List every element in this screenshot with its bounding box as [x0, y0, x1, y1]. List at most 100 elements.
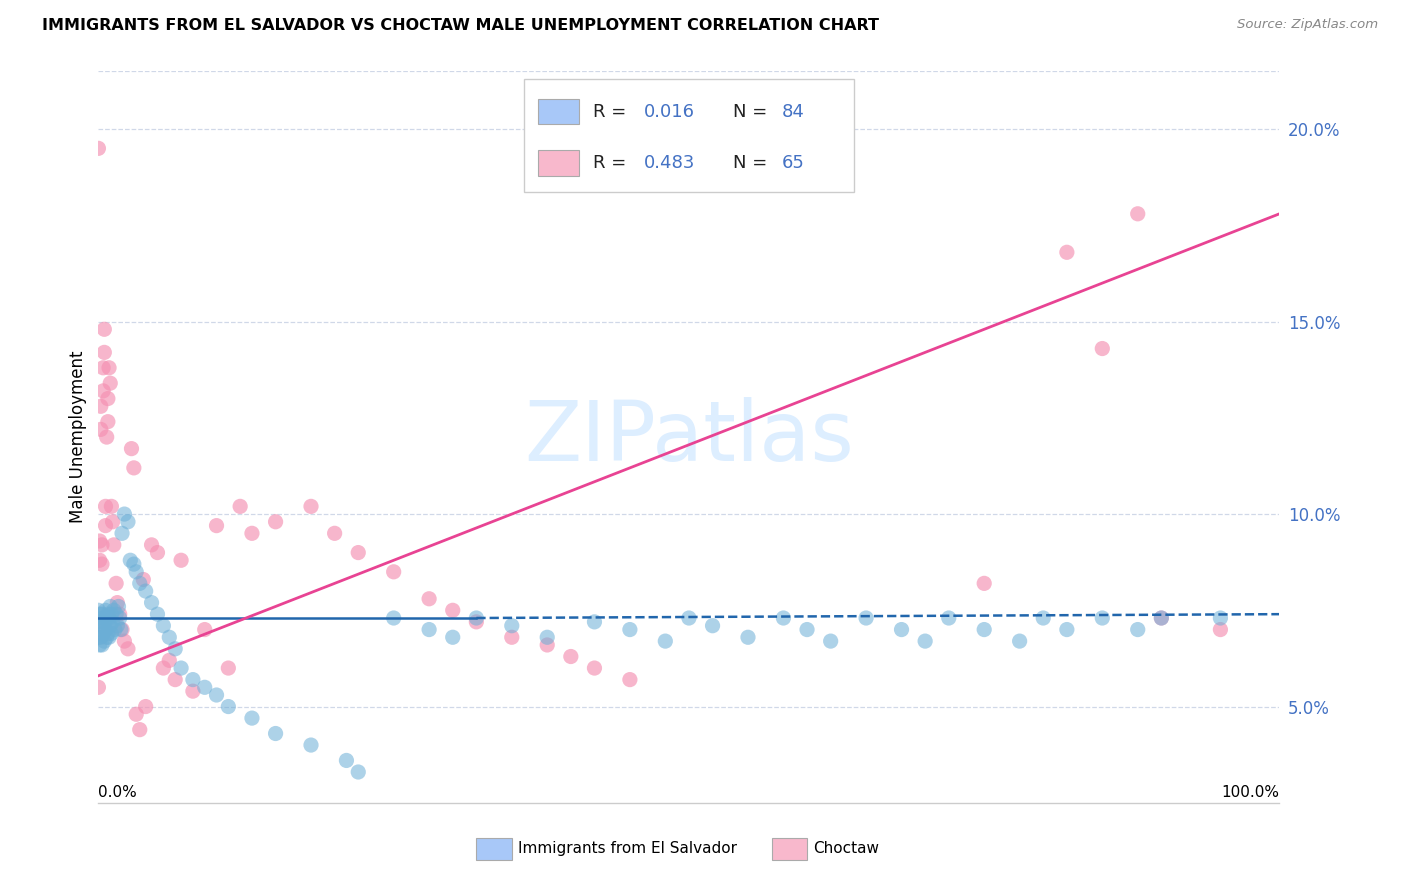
Point	[1056, 623, 1078, 637]
Point	[108, 611, 131, 625]
Point	[103, 538, 125, 552]
Text: 0.483: 0.483	[644, 153, 696, 172]
Point	[100, 607, 122, 622]
Point	[141, 596, 163, 610]
Point	[101, 515, 124, 529]
Point	[181, 684, 204, 698]
Point	[441, 603, 464, 617]
Point	[855, 611, 877, 625]
Point	[135, 584, 157, 599]
Point	[112, 507, 135, 521]
Point	[240, 711, 263, 725]
Point	[152, 661, 174, 675]
Point	[890, 623, 912, 637]
Point	[90, 422, 112, 436]
Point	[323, 526, 346, 541]
Point	[157, 630, 180, 644]
Point	[112, 634, 135, 648]
Point	[1032, 611, 1054, 625]
Point	[120, 553, 142, 567]
Text: 65: 65	[782, 153, 806, 172]
Point	[1150, 611, 1173, 625]
Point	[125, 707, 148, 722]
Point	[205, 518, 228, 533]
Point	[98, 630, 121, 644]
Point	[560, 649, 582, 664]
Point	[240, 526, 263, 541]
Point	[1056, 245, 1078, 260]
Point	[973, 576, 995, 591]
Point	[702, 618, 724, 632]
Point	[94, 623, 117, 637]
Point	[335, 754, 357, 768]
Point	[146, 607, 169, 622]
Point	[111, 623, 134, 637]
Point	[441, 630, 464, 644]
Point	[87, 603, 110, 617]
Point	[104, 623, 127, 637]
Point	[122, 461, 145, 475]
Point	[382, 565, 405, 579]
Point	[101, 615, 124, 629]
Point	[96, 430, 118, 444]
Point	[91, 538, 114, 552]
Point	[619, 673, 641, 687]
Point	[91, 360, 114, 375]
Point	[1126, 207, 1149, 221]
Point	[299, 738, 322, 752]
Point	[94, 603, 117, 617]
Point	[141, 538, 163, 552]
Point	[583, 615, 606, 629]
Point	[90, 399, 112, 413]
Point	[93, 634, 115, 648]
Text: 0.0%: 0.0%	[98, 785, 138, 799]
Point	[536, 630, 558, 644]
Point	[1209, 611, 1232, 625]
Point	[96, 630, 118, 644]
Point	[165, 641, 187, 656]
Point	[465, 611, 488, 625]
Point	[98, 611, 121, 625]
Point	[194, 623, 217, 637]
Point	[152, 618, 174, 632]
Point	[619, 623, 641, 637]
Point	[772, 611, 794, 625]
Point	[205, 688, 228, 702]
Point	[418, 623, 440, 637]
Point	[170, 661, 193, 675]
Point	[501, 630, 523, 644]
Point	[93, 345, 115, 359]
Point	[97, 415, 120, 429]
Point	[347, 764, 370, 779]
Point	[93, 322, 115, 336]
Point	[135, 699, 157, 714]
Point	[820, 634, 842, 648]
Point	[100, 500, 122, 514]
Point	[1091, 611, 1114, 625]
Text: R =: R =	[593, 103, 633, 120]
Point	[125, 565, 148, 579]
Point	[87, 681, 110, 695]
FancyBboxPatch shape	[537, 99, 579, 124]
Text: 0.016: 0.016	[644, 103, 695, 120]
Point	[91, 557, 114, 571]
FancyBboxPatch shape	[537, 150, 579, 176]
Point	[1209, 623, 1232, 637]
Point	[90, 630, 112, 644]
FancyBboxPatch shape	[523, 78, 855, 192]
Point	[146, 545, 169, 559]
Point	[914, 634, 936, 648]
Point	[105, 596, 128, 610]
Point	[654, 634, 676, 648]
Point	[194, 681, 217, 695]
Point	[465, 615, 488, 629]
Point	[1150, 611, 1173, 625]
Point	[1126, 623, 1149, 637]
Point	[89, 534, 111, 549]
Point	[347, 545, 370, 559]
Point	[87, 630, 110, 644]
Point	[98, 376, 121, 391]
Point	[107, 599, 129, 614]
Point	[382, 611, 405, 625]
Y-axis label: Male Unemployment: Male Unemployment	[69, 351, 87, 524]
